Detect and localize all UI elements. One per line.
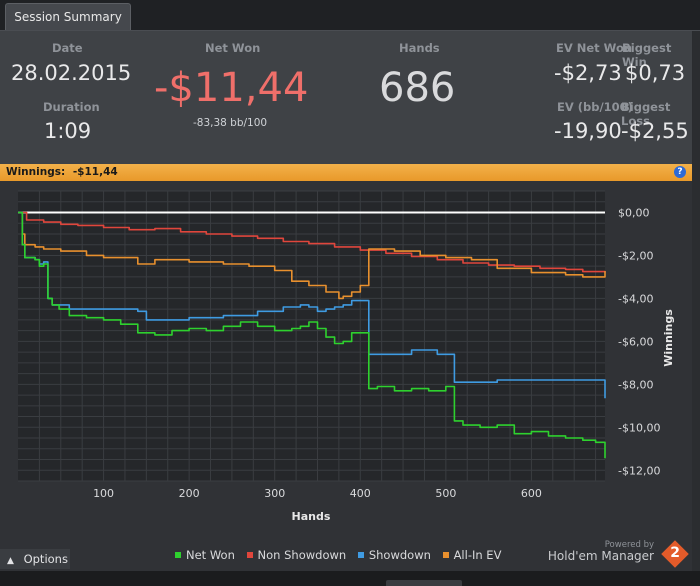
x-axis-label: Hands	[292, 510, 331, 523]
date-value: 28.02.2015	[11, 61, 132, 85]
x-tick-label: 400	[350, 487, 371, 500]
chart-area: 100 200 300 400 500 600 $0,00 -$2,00 -$4,00 -$6,…	[0, 181, 692, 571]
hands-value: 686	[379, 65, 456, 111]
biggest-win-value: $0,73	[625, 61, 686, 85]
ev-bb100-label: EV (bb/100)	[557, 100, 633, 114]
chart-legend: Net Won Non Showdown Showdown All-In EV	[175, 548, 509, 562]
legend-item-non-showdown[interactable]: Non Showdown	[246, 548, 347, 562]
legend-label-showdown: Showdown	[368, 548, 431, 562]
powered-by-text: Powered by	[604, 540, 654, 550]
duration-value: 1:09	[44, 119, 92, 143]
biggest-loss-value: -$2,55	[621, 119, 689, 143]
ev-bb100-value: -19,90	[554, 119, 622, 143]
y-tick-label: -$10,00	[618, 421, 660, 434]
series-line-showdown	[18, 211, 606, 399]
y-tick-label: -$6,00	[618, 335, 653, 348]
net-won-bb100: -83,38 bb/100	[193, 117, 268, 129]
date-label: Date	[52, 41, 83, 55]
ev-net-won-value: -$2,73	[554, 61, 622, 85]
legend-label-allin-ev: All-In EV	[453, 548, 502, 562]
y-tick-label: -$2,00	[618, 249, 653, 262]
legend-swatch-non-showdown	[246, 552, 253, 558]
panel-handle[interactable]	[386, 580, 462, 586]
legend-item-allin-ev[interactable]: All-In EV	[442, 548, 502, 562]
legend-label-non-showdown: Non Showdown	[257, 548, 347, 562]
x-tick-label: 200	[179, 487, 200, 500]
chevron-up-icon: ▲	[7, 556, 14, 566]
session-summary-panel: Date 28.02.2015 Duration 1:09 Net Won -$…	[0, 31, 693, 164]
legend-swatch-net-won	[175, 552, 181, 558]
winnings-bar-label: Winnings:	[6, 166, 66, 178]
x-tick-label: 100	[93, 487, 114, 500]
biggest-loss-label: Biggest Loss	[621, 100, 671, 128]
y-tick-label: $0,00	[618, 206, 650, 219]
winnings-chart: 100 200 300 400 500 600 $0,00 -$2,00 -$4,00 -$6,…	[18, 190, 675, 523]
x-ticks: 100 200 300 400 500 600	[93, 487, 542, 500]
series-line-all-in-ev	[18, 211, 606, 300]
net-won-value: -$11,44	[154, 65, 309, 111]
tab-bar: Session Summary	[0, 0, 700, 31]
x-tick-label: 500	[435, 487, 456, 500]
series-line-net-won	[18, 211, 606, 459]
biggest-win-label: Biggest Win	[622, 41, 672, 69]
y-tick-label: -$12,00	[618, 464, 660, 477]
series-line-non-showdown	[18, 211, 606, 273]
bottom-bar	[0, 571, 700, 586]
legend-swatch-allin-ev	[442, 552, 449, 558]
options-label: Options	[23, 552, 68, 566]
duration-label: Duration	[43, 100, 100, 114]
net-won-label: Net Won	[205, 41, 261, 55]
winnings-bar-value: -$11,44	[72, 166, 118, 178]
y-tick-label: -$8,00	[618, 378, 653, 391]
legend-label-net-won: Net Won	[186, 548, 235, 562]
legend-item-net-won[interactable]: Net Won	[175, 548, 235, 562]
y-ticks: $0,00 -$2,00 -$4,00 -$6,00 -$8,00 -$10,00 -$12…	[618, 206, 660, 477]
legend-swatch-showdown	[357, 552, 364, 558]
tab-session-summary[interactable]: Session Summary	[5, 3, 131, 30]
winnings-bar: Winnings: -$11,44 ?	[0, 164, 692, 181]
y-tick-label: -$4,00	[618, 292, 653, 305]
holdem-manager-branding: Powered by Hold'em Manager 2	[538, 538, 689, 572]
ev-net-won-label: EV Net Won	[556, 41, 633, 55]
options-button[interactable]: ▲ Options	[0, 549, 70, 569]
product-name: Hold'em Manager	[547, 549, 654, 563]
legend-item-showdown[interactable]: Showdown	[357, 548, 431, 562]
x-tick-label: 600	[521, 487, 542, 500]
x-tick-label: 300	[264, 487, 285, 500]
hands-label: Hands	[399, 41, 440, 55]
y-axis-label: Winnings	[662, 309, 675, 367]
logo-number: 2	[670, 545, 680, 561]
help-icon[interactable]: ?	[674, 166, 686, 178]
series-group	[18, 211, 606, 459]
plot-background	[18, 191, 605, 481]
